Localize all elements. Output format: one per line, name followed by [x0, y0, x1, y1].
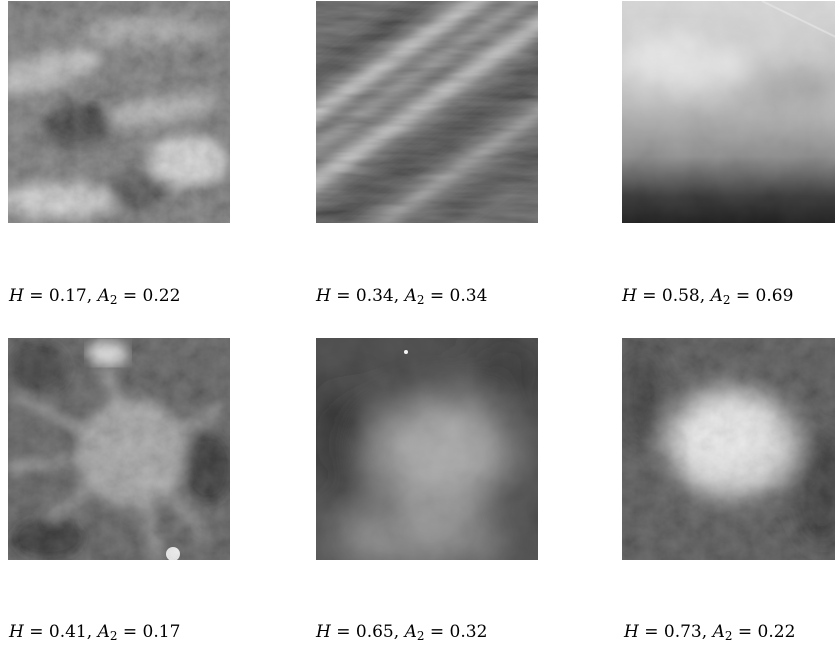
mammogram-patch-3 [622, 1, 835, 223]
caption-5: H = 0.65, A2 = 0.32 [316, 622, 488, 643]
mammogram-patch-4 [8, 338, 230, 560]
caption-2: H = 0.34, A2 = 0.34 [316, 286, 488, 307]
mammogram-patch-6 [622, 338, 835, 560]
mammogram-patch-2 [316, 1, 538, 223]
caption-3: H = 0.58, A2 = 0.69 [622, 286, 794, 307]
mammogram-patch-1 [8, 1, 230, 223]
caption-6: H = 0.73, A2 = 0.22 [624, 622, 796, 643]
mammogram-patch-5 [316, 338, 538, 560]
caption-4: H = 0.41, A2 = 0.17 [9, 622, 181, 643]
caption-1: H = 0.17, A2 = 0.22 [9, 286, 181, 307]
